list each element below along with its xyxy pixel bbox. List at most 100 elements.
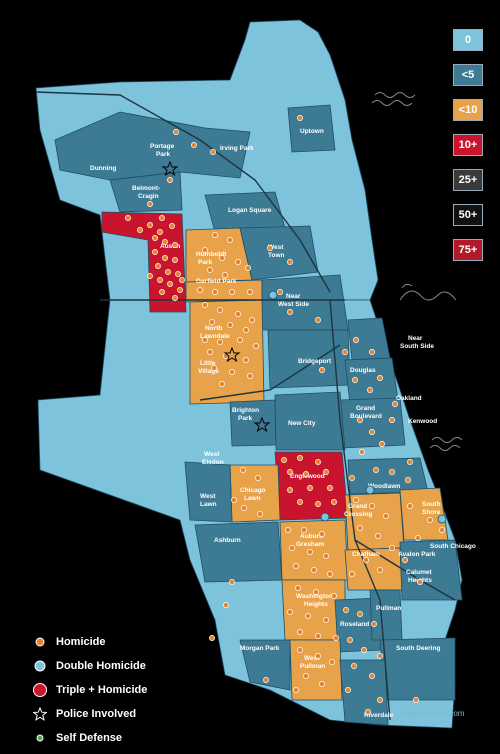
homicide-dot (277, 289, 283, 295)
label-chatham: Chatham (352, 551, 380, 558)
homicide-dot (287, 469, 293, 475)
label-uptown: Uptown (300, 128, 324, 135)
homicide-dot (257, 511, 263, 517)
homicide-dot (327, 485, 333, 491)
label-logan-square: Logan Square (228, 207, 272, 214)
legend-label: Police Involved (56, 708, 137, 720)
label-humboldt-park: Humboldt (196, 251, 227, 258)
homicide-dot (177, 287, 183, 293)
homicide-dot (255, 475, 261, 481)
legend-label: Double Homicide (56, 660, 146, 672)
orange-dot-icon (35, 637, 45, 647)
homicide-dot (229, 289, 235, 295)
homicide-dot (389, 545, 395, 551)
homicide-dot (375, 533, 381, 539)
homicide-dot (379, 441, 385, 447)
label-west-elsdon-2: Elsdon (202, 459, 224, 466)
homicide-dot (353, 337, 359, 343)
green-dot-icon (36, 734, 44, 742)
homicide-dot (152, 235, 158, 241)
homicide-dot (297, 499, 303, 505)
homicide-dot (323, 469, 329, 475)
homicide-dot (227, 322, 233, 328)
homicide-dot (407, 503, 413, 509)
homicide-dot (357, 417, 363, 423)
label-chicago-lawn-2: Lawn (244, 495, 261, 502)
homicide-dot (313, 589, 319, 595)
legend-row-police-involved: Police Involved (30, 702, 230, 726)
label-little-village-2: Village (198, 368, 219, 375)
homicide-dot (369, 673, 375, 679)
homicide-dot (223, 602, 229, 608)
homicide-dot (197, 287, 203, 293)
label-dunning: Dunning (90, 165, 116, 172)
wave-doodle (429, 445, 461, 451)
star-icon (33, 707, 47, 721)
highway-kennedy (35, 91, 331, 293)
homicide-dot (415, 535, 421, 541)
homicide-dot (229, 579, 235, 585)
homicide-dot (369, 349, 375, 355)
homicide-dot (365, 709, 371, 715)
homicide-dot (361, 647, 367, 653)
homicide-dot (389, 417, 395, 423)
homicide-dot (211, 365, 217, 371)
homicide-dot (353, 497, 359, 503)
homicide-dot (207, 267, 213, 273)
homicide-dot (352, 377, 358, 383)
homicide-dot (405, 477, 411, 483)
area-west-lawn (184, 461, 233, 523)
label-garfield-park: Garfield Park (196, 278, 237, 285)
homicide-dot (323, 617, 329, 623)
homicide-dot (147, 201, 153, 207)
homicide-dot (287, 609, 293, 615)
label-portage-park-2: Park (156, 151, 170, 158)
label-greater-grand-crossing: Grand (348, 503, 367, 510)
homicide-dot (241, 505, 247, 511)
scale-box-2: <10 (453, 99, 483, 121)
scale-box-1: <5 (453, 64, 483, 86)
homicide-dot (202, 247, 208, 253)
homicide-dot (305, 613, 311, 619)
legend-label: Homicide (56, 636, 106, 648)
label-washington-heights-2: Heights (304, 601, 328, 608)
homicide-dot (191, 142, 197, 148)
label-douglas: Douglas (350, 367, 376, 374)
homicide-dot (289, 545, 295, 551)
area-ashburn (194, 521, 283, 583)
label-brighton-park-2: Park (238, 415, 252, 422)
label-west-town: West (268, 244, 284, 251)
homicide-dot (212, 232, 218, 238)
label-avalon-park: Avalon Park (398, 551, 436, 558)
label-south-shore: South (422, 501, 440, 508)
homicide-dot (159, 215, 165, 221)
homicide-dot (167, 281, 173, 287)
homicide-dot (377, 375, 383, 381)
homicide-dot (125, 215, 131, 221)
homicide-dot (301, 527, 307, 533)
homicide-dot (243, 357, 249, 363)
homicide-dot (162, 239, 168, 245)
homicide-dot (281, 457, 287, 463)
homicide-dot (345, 687, 351, 693)
homicide-dot (173, 129, 179, 135)
homicide-dot (219, 255, 225, 261)
label-brighton-park: Brighton (232, 407, 259, 414)
homicide-dot (237, 337, 243, 343)
homicide-dot (172, 257, 178, 263)
label-greater-grand-crossing-2: Crossing (344, 511, 372, 518)
lake-doodles (371, 92, 463, 451)
label-south-shore-2: Shore (422, 509, 441, 516)
homicide-dot (297, 647, 303, 653)
homicide-dot (179, 277, 185, 283)
homicide-dot (417, 579, 423, 585)
label-west-lawn: West (200, 493, 216, 500)
homicide-dot (377, 653, 383, 659)
homicide-dot (231, 497, 237, 503)
blue-dot-icon (34, 660, 46, 672)
homicide-dot (371, 621, 377, 627)
homicide-dot (157, 229, 163, 235)
homicide-dot (235, 259, 241, 265)
homicide-dot (219, 381, 225, 387)
area-new-city (274, 391, 346, 451)
